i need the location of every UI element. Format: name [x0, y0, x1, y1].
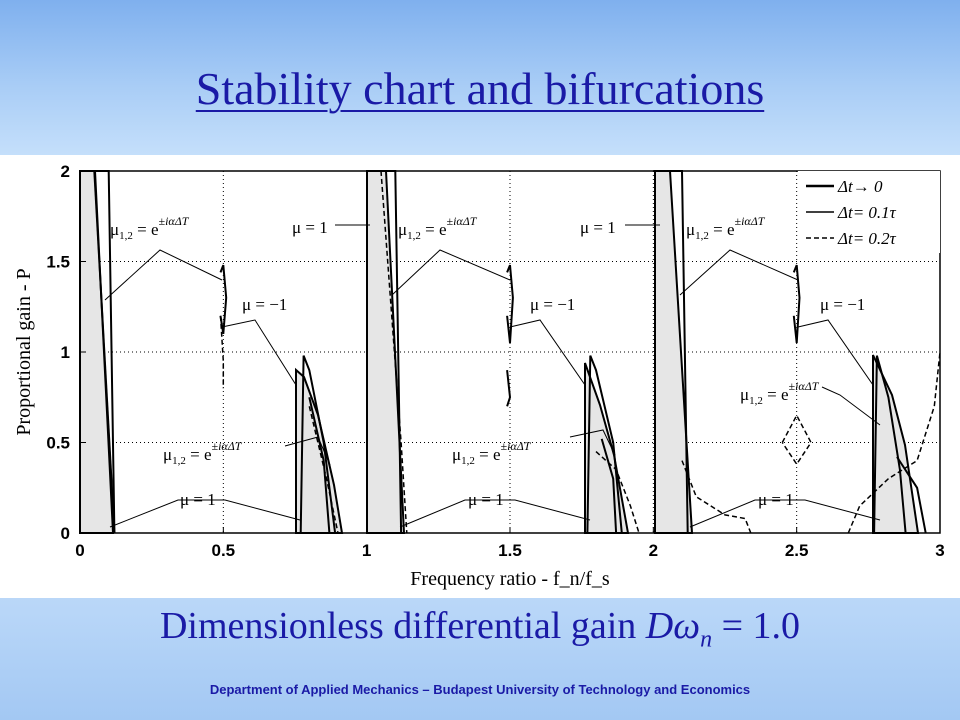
chart-panel: 0 0.5 1 1.5 2 2.5 3 0 0.5 1 1.5 2 Frequency ratio - … — [0, 155, 960, 598]
annotation-mu12: μ1,2 = e±iαΔT — [110, 214, 190, 242]
series-1-line — [600, 438, 618, 534]
annotations: μ1,2 = e±iαΔT μ = 1 μ = −1 μ1,2 = e±iαΔT… — [104, 214, 881, 528]
leader-line — [509, 319, 586, 386]
series-2-line — [681, 460, 752, 534]
subtitle-sub: n — [700, 626, 713, 653]
annotation-mu1: μ = 1 — [580, 218, 616, 237]
series-1-line — [219, 264, 228, 335]
series-1-line — [792, 264, 801, 344]
subtitle-suffix: = 1.0 — [712, 605, 801, 647]
legend-label-3: Δt= 0.2τ — [837, 229, 897, 248]
stability-chart: 0 0.5 1 1.5 2 2.5 3 0 0.5 1 1.5 2 Frequency ratio - … — [13, 162, 945, 590]
series-1-line — [308, 397, 331, 534]
annotation-mu-neg1: μ = −1 — [242, 295, 287, 314]
x-axis-label: Frequency ratio - f_n/f_s — [410, 568, 610, 590]
leader-line — [679, 249, 799, 296]
x-tick-label: 2.5 — [785, 541, 809, 560]
x-tick-label: 1.5 — [498, 541, 522, 560]
stable-region-4 — [584, 362, 630, 534]
series-1-line — [896, 456, 927, 534]
leader-line — [109, 499, 301, 528]
leader-line — [399, 499, 591, 528]
annotation-mu1: μ = 1 — [758, 490, 794, 509]
series-2-line — [308, 406, 339, 534]
slide-title: Stability chart and bifurcations — [195, 63, 765, 114]
series-2-line — [595, 451, 640, 534]
leader-line — [284, 436, 331, 466]
x-tick-label: 0.5 — [212, 541, 236, 560]
annotation-mu12: μ1,2 = e±iαΔT — [740, 379, 820, 407]
legend-label-2: Δt= 0.1τ — [837, 203, 897, 222]
y-tick-label: 1 — [61, 343, 70, 362]
y-tick-label: 0.5 — [46, 434, 70, 453]
subtitle-prefix: Dimensionless differential gain — [159, 605, 646, 647]
legend: Δt→ 0 Δt= 0.1τ Δt= 0.2τ — [798, 171, 940, 253]
annotation-mu1: μ = 1 — [468, 490, 504, 509]
series-1-line — [506, 264, 514, 344]
subtitle-var: Dω — [645, 605, 701, 647]
series-2-line — [781, 413, 812, 466]
leader-line — [689, 499, 881, 528]
series-1-line — [93, 170, 116, 534]
annotation-mu12: μ1,2 = e±iαΔT — [452, 439, 532, 467]
annotation-mu-neg1: μ = −1 — [820, 295, 865, 314]
leader-line — [221, 319, 297, 386]
series-1-line — [653, 170, 689, 534]
annotation-mu1: μ = 1 — [180, 490, 216, 509]
y-tick-label: 0 — [61, 524, 70, 543]
x-tick-label: 2 — [649, 541, 658, 560]
series-2-line — [847, 351, 941, 534]
y-axis-label: Proportional gain - P — [13, 268, 35, 435]
footer: Department of Applied Mechanics – Budape… — [209, 682, 751, 697]
series-2-line — [380, 170, 408, 534]
leader-line — [104, 249, 223, 301]
series-layer — [80, 170, 941, 534]
annotation-mu-neg1: μ = −1 — [530, 295, 575, 314]
series-1-line — [299, 355, 337, 534]
series-1-line — [873, 355, 907, 534]
subtitle: Dimensionless differential gain Dωn = 1.… — [0, 604, 960, 654]
x-tick-label: 1 — [362, 541, 371, 560]
series-1-line — [80, 170, 116, 534]
annotation-mu12: μ1,2 = e±iαΔT — [686, 214, 766, 242]
series-1-line — [586, 355, 623, 534]
annotation-mu12: μ1,2 = e±iαΔT — [163, 439, 243, 467]
annotation-mu12: μ1,2 = e±iαΔT — [398, 214, 478, 242]
x-tick-label: 3 — [935, 541, 944, 560]
legend-label-1: Δt→ 0 — [837, 177, 883, 196]
leader-line — [797, 319, 874, 386]
series-1-line — [506, 369, 512, 407]
y-tick-label: 2 — [61, 162, 70, 181]
leader-line — [569, 429, 616, 456]
leader-line — [391, 249, 511, 296]
y-tick-label: 1.5 — [46, 253, 70, 272]
x-tick-label: 0 — [75, 541, 84, 560]
annotation-mu1: μ = 1 — [292, 218, 328, 237]
axes: 0 0.5 1 1.5 2 2.5 3 0 0.5 1 1.5 2 Frequency ratio - … — [13, 162, 945, 590]
leader-line — [821, 386, 881, 426]
